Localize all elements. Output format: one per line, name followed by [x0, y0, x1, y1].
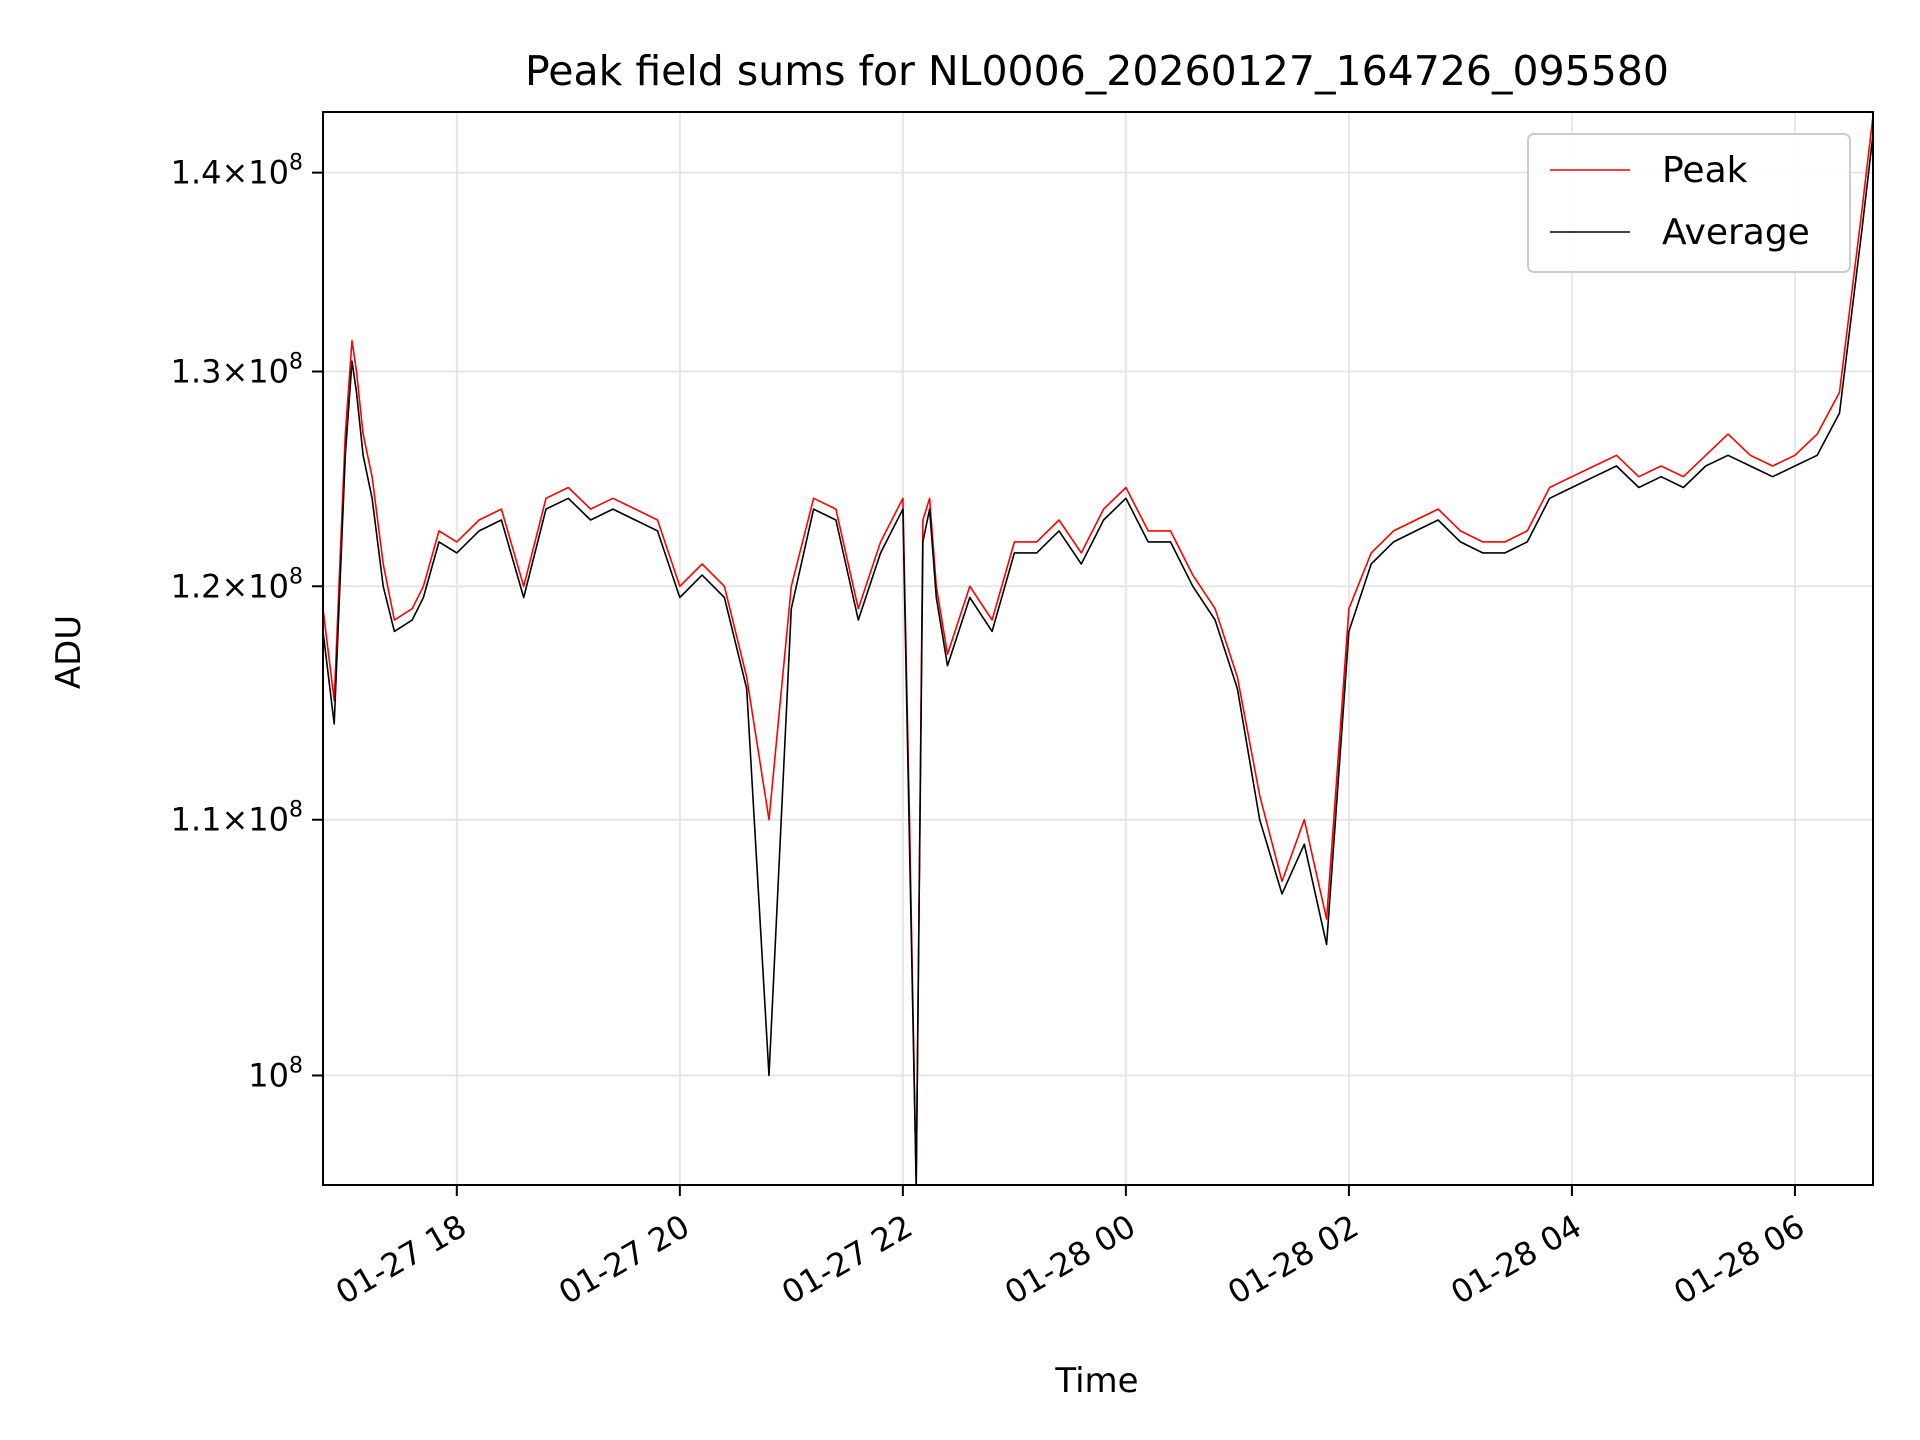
y-axis-label: ADU — [49, 615, 89, 689]
grid — [323, 112, 1873, 1185]
legend: Peak Average — [1527, 133, 1851, 273]
series-line-average — [323, 134, 1873, 1185]
x-axis-label: Time — [1054, 1361, 1138, 1401]
y-tick-label: 1.2×108 — [171, 564, 303, 605]
y-tick-label: 1.3×108 — [171, 349, 303, 390]
y-tick-label: 108 — [248, 1053, 303, 1094]
legend-label-average: Average — [1662, 212, 1810, 253]
y-tick-label: 1.4×108 — [171, 151, 303, 192]
plot-frame — [322, 111, 1874, 1186]
legend-box — [1527, 133, 1851, 273]
chart-title: Peak field sums for NL0006_20260127_1647… — [525, 47, 1669, 95]
y-tick-label: 1.1×108 — [171, 798, 303, 839]
series-line-peak — [323, 115, 1873, 1185]
plot-area — [323, 115, 1873, 1185]
legend-label-peak: Peak — [1662, 150, 1748, 191]
